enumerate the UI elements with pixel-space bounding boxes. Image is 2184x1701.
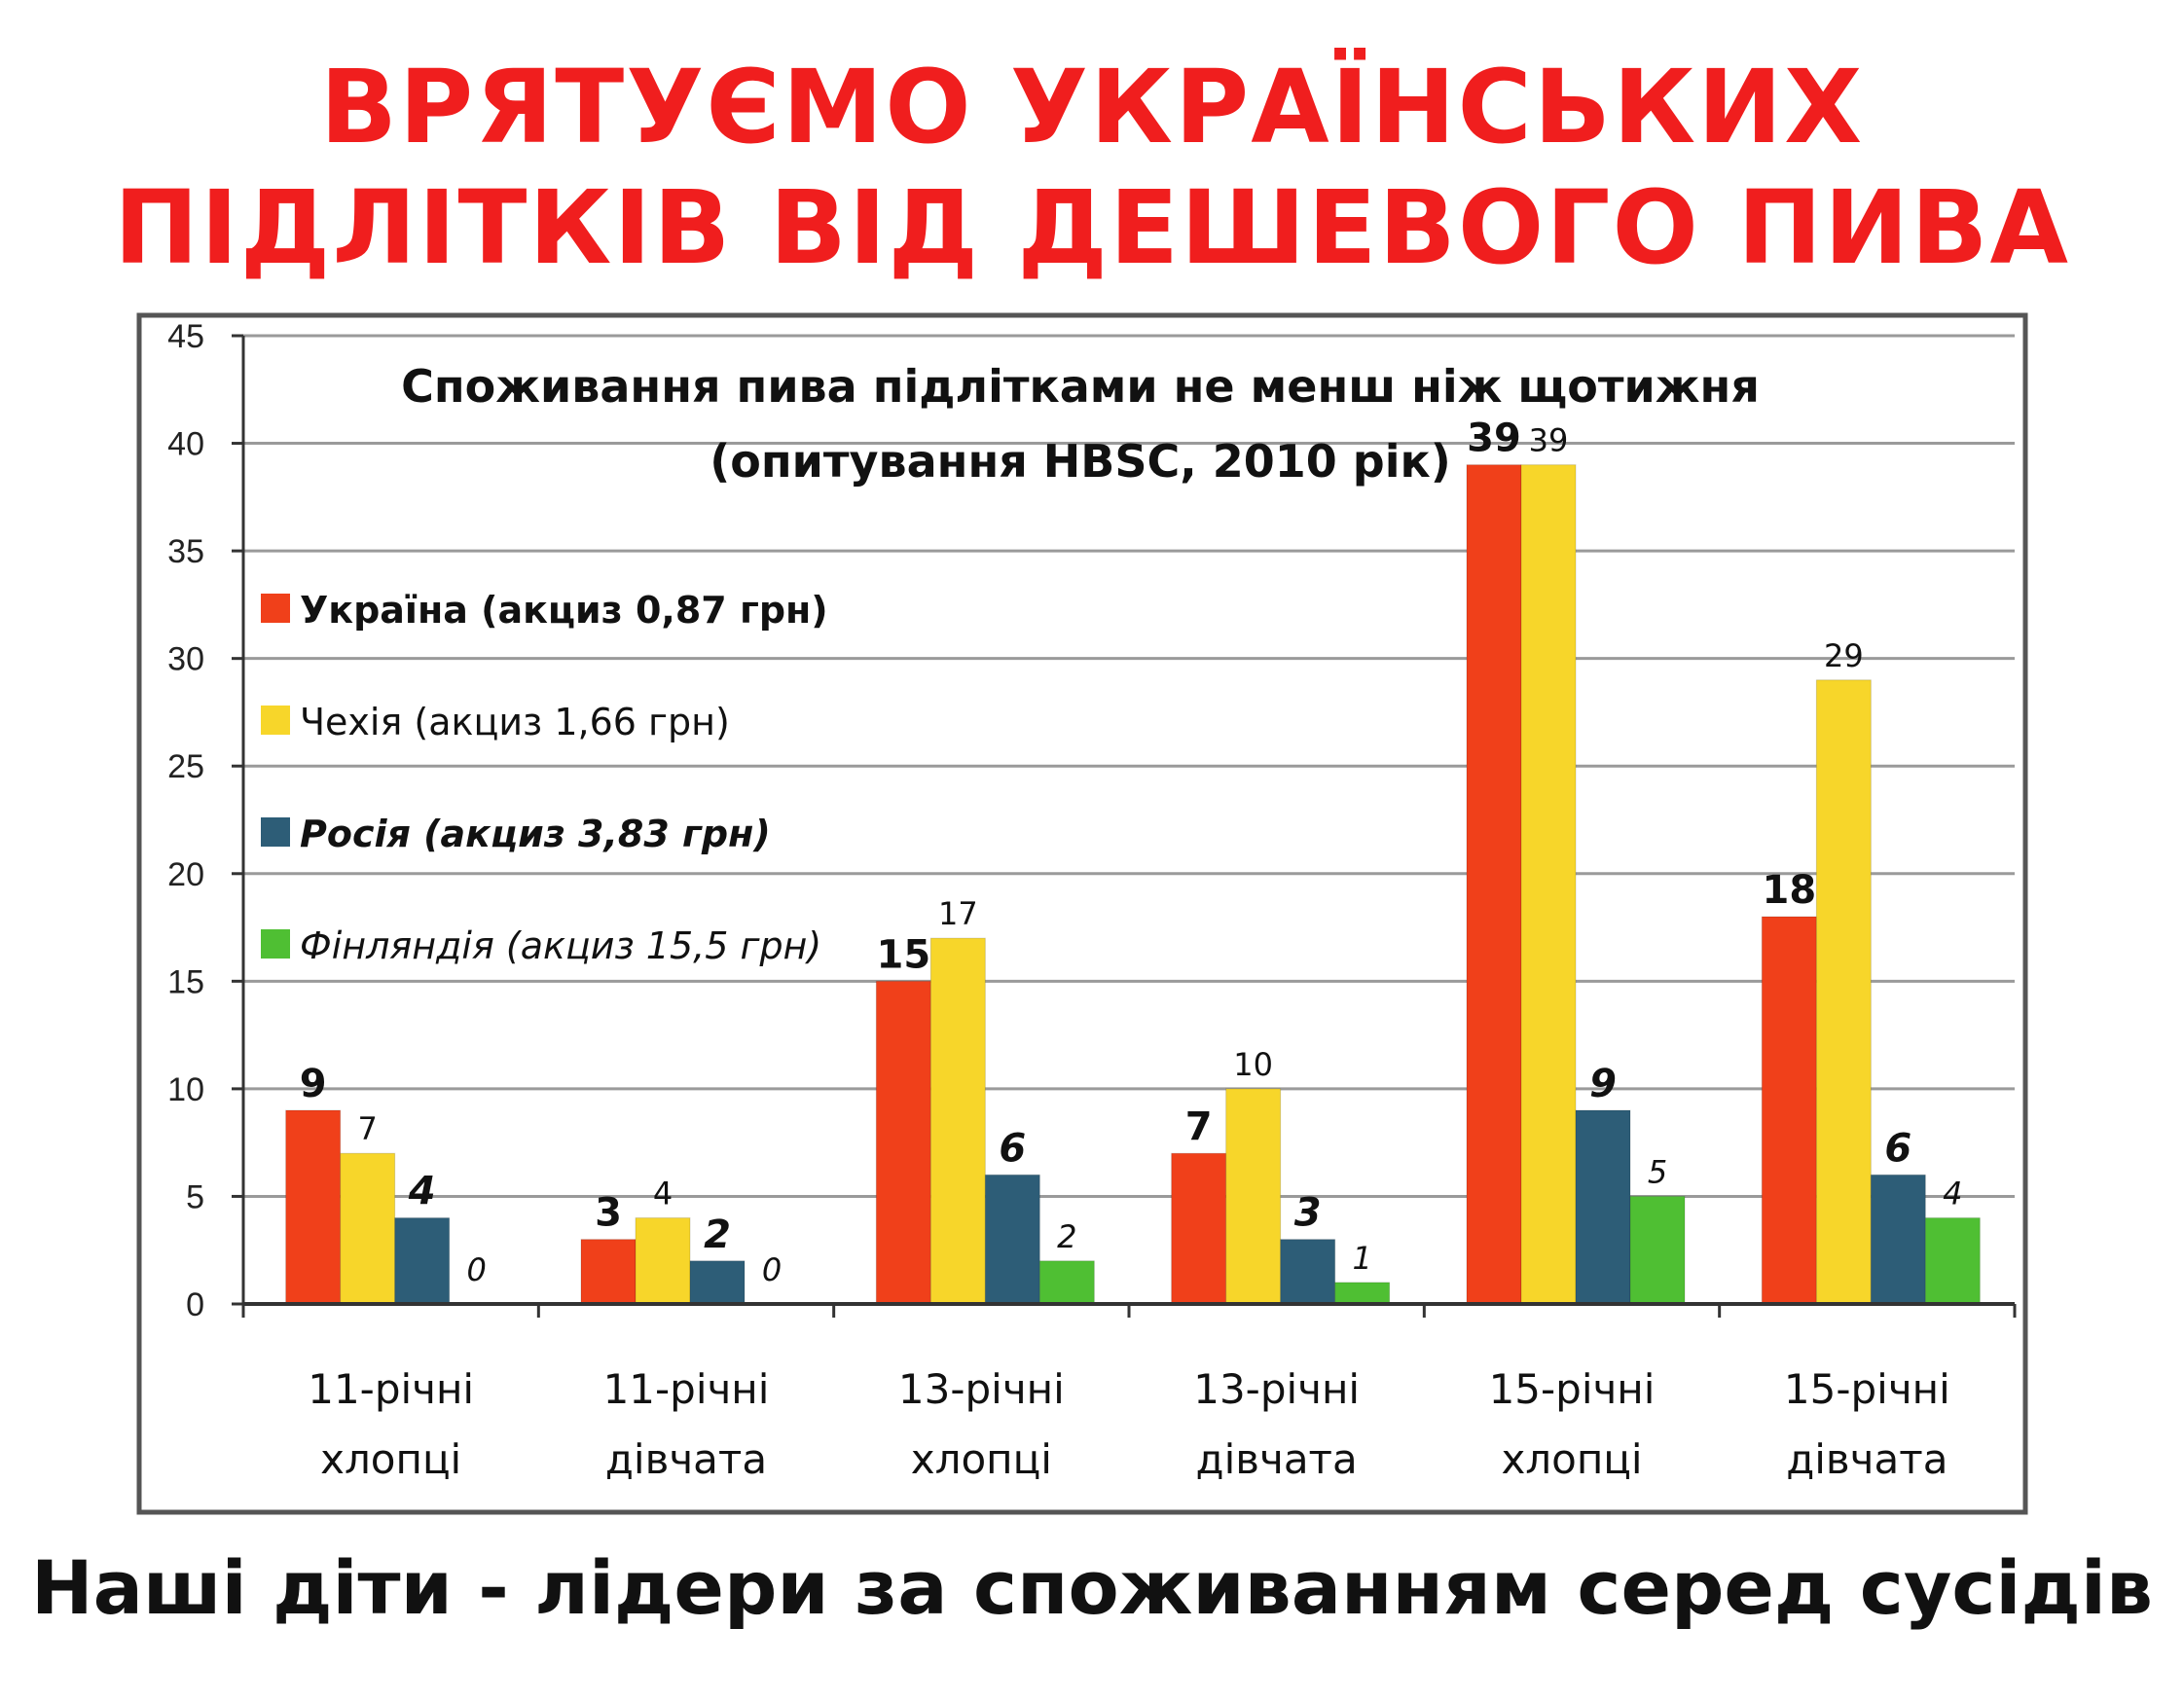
bar [1334,1282,1391,1305]
bar [1466,464,1522,1305]
bar-value-label: 29 [1824,637,1864,674]
bar [635,1217,691,1305]
y-tick-label: 5 [186,1178,204,1215]
x-category-label: 11-річні [603,1365,770,1413]
bar [1225,1088,1282,1305]
y-tick-label: 45 [167,318,204,355]
bar-value-label: 39 [1467,416,1521,461]
bar-value-label: 0 [762,1251,782,1288]
bar-value-label: 9 [1589,1062,1617,1106]
y-tick-label: 10 [167,1071,204,1108]
gridlines [243,334,2015,1198]
bar [1280,1239,1336,1305]
chart-subtitle: (опитування HBSC, 2010 рік) [710,435,1450,488]
bar-value-label: 2 [1057,1218,1076,1255]
legend-entry: Росія (акциз 3,83 грн) [300,813,771,855]
bar-value-label: 17 [938,895,978,932]
legend-entry: Чехія (акциз 1,66 грн) [300,701,730,743]
bar [580,1239,637,1305]
y-tick-label: 20 [167,856,204,893]
bar-value-label: 0 [466,1251,486,1288]
bar-value-label: 1 [1352,1240,1371,1277]
bar-value-label: 4 [408,1170,436,1214]
bar [689,1260,746,1305]
bar [1870,1174,1926,1305]
x-category-label: 13-річні [1193,1365,1360,1413]
bar [340,1152,396,1305]
bar [285,1109,342,1305]
legend-swatch [261,817,290,847]
x-category-label: 15-річні [1489,1365,1656,1413]
bar-value-label: 4 [1943,1176,1962,1212]
y-tick-label: 35 [167,533,204,570]
x-category-label: 11-річні [308,1365,474,1413]
bar [1815,679,1872,1305]
bar-value-label: 6 [999,1126,1026,1171]
bar-value-label: 15 [876,932,930,977]
bar [1575,1109,1631,1305]
bar-value-label: 3 [1294,1191,1322,1236]
bar [1924,1217,1981,1305]
y-tick-label: 25 [167,748,204,785]
bar [1761,916,1817,1305]
x-category-label: 15-річні [1784,1365,1950,1413]
bar-marks [285,464,1981,1305]
y-tick-label: 0 [186,1286,204,1323]
y-tick-label: 15 [167,963,204,1000]
legend-swatch [261,929,290,959]
legend-swatch [261,594,290,623]
y-tick-label: 40 [167,426,204,463]
footer-slogan: Наші діти - лідери за споживанням серед … [31,1544,2153,1631]
legend-entry: Фінляндія (акциз 15,5 грн) [300,924,821,967]
bar-value-label: 7 [357,1110,377,1147]
x-category-label: хлопці [1501,1435,1642,1483]
legend: Україна (акциз 0,87 грн) Чехія (акциз 1,6… [261,589,828,967]
bar-value-label: 2 [704,1212,731,1257]
chart-title: Споживання пива підлітками не менш ніж щ… [401,360,1760,413]
bar [929,937,986,1305]
x-category-label: хлопці [320,1435,461,1483]
legend-swatch [261,706,290,735]
bar [984,1174,1040,1305]
headline-line-1: ВРЯТУЄМО УКРАЇНСЬКИХ [319,48,1865,166]
x-axis: 11-річні хлопці 11-річні дівчата 13-річні хло… [241,1302,2017,1483]
y-axis: 0 5 10 15 20 25 30 35 40 45 [167,318,245,1323]
bar [1520,464,1577,1305]
headline-line-2: ПІДЛІТКІВ ВІД ДЕШЕВОГО ПИВА [114,168,2070,287]
x-category-label: дівчата [1196,1435,1358,1483]
x-category-label: 13-річні [898,1365,1065,1413]
chart-frame [136,312,2028,1515]
bar-value-label: 39 [1529,422,1569,459]
bar-value-label: 7 [1185,1104,1213,1149]
legend-entry: Україна (акциз 0,87 грн) [300,589,828,632]
bar [1038,1260,1095,1305]
bar-value-label: 6 [1884,1126,1911,1171]
bar [1171,1152,1227,1305]
bar-value-label: 5 [1648,1153,1667,1190]
bar [394,1217,451,1305]
bar-value-label: 9 [300,1062,327,1106]
bar [1629,1195,1686,1305]
x-category-label: дівчата [605,1435,767,1483]
bar-value-label: 4 [653,1176,673,1212]
bar-value-label: 10 [1233,1046,1273,1083]
bar-value-label: 3 [595,1191,622,1236]
x-category-label: дівчата [1786,1435,1947,1483]
x-category-label: хлопці [911,1435,1052,1483]
bar [875,980,931,1305]
bar-value-label: 18 [1762,868,1816,913]
y-tick-label: 30 [167,641,204,678]
